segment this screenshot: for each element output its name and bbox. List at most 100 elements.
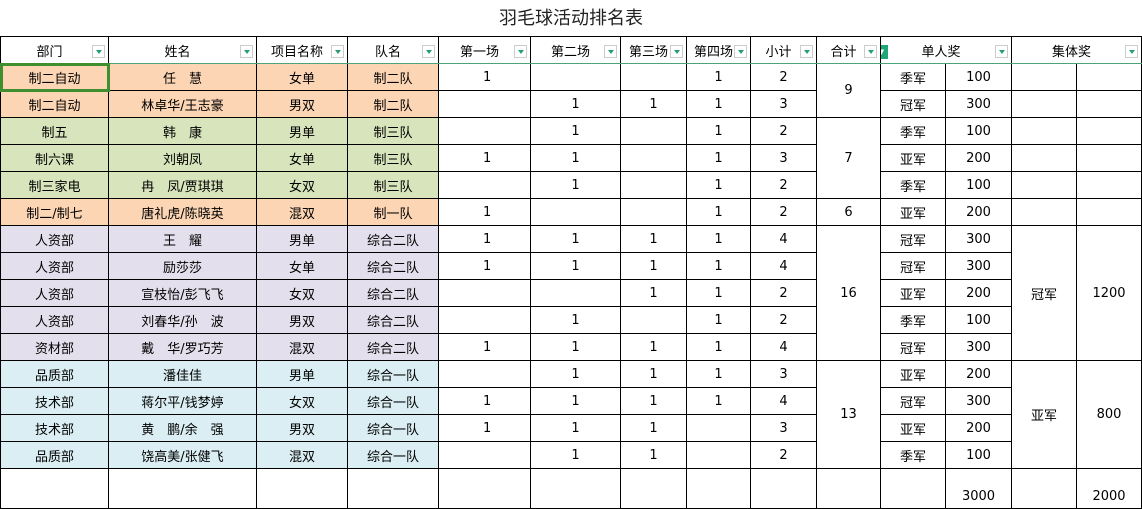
game1-cell[interactable]: 1 <box>438 225 531 253</box>
individual-award-cell[interactable]: 季军 <box>880 117 946 145</box>
group-award-cell[interactable] <box>1011 171 1078 199</box>
event-cell[interactable]: 女双 <box>256 387 348 415</box>
group-prize-cell[interactable]: 1200 <box>1076 225 1142 361</box>
filter-dropdown-icon[interactable] <box>604 45 617 58</box>
game4-cell[interactable]: 1 <box>686 279 751 307</box>
game1-cell[interactable] <box>438 306 531 334</box>
empty-cell[interactable] <box>816 468 881 509</box>
event-cell[interactable]: 男双 <box>256 90 348 118</box>
dept-cell[interactable]: 品质部 <box>0 360 109 388</box>
subtotal-cell[interactable]: 2 <box>750 441 817 469</box>
game3-cell[interactable]: 1 <box>620 90 687 118</box>
filter-dropdown-icon[interactable] <box>670 45 683 58</box>
game2-cell[interactable]: 1 <box>530 333 621 361</box>
subtotal-cell[interactable]: 3 <box>750 90 817 118</box>
name-cell[interactable]: 饶高美/张健飞 <box>108 441 257 469</box>
name-cell[interactable]: 林卓华/王志豪 <box>108 90 257 118</box>
game4-cell[interactable]: 1 <box>686 360 751 388</box>
individual-prize-cell[interactable]: 100 <box>944 441 1013 469</box>
filter-dropdown-icon[interactable] <box>1125 45 1139 58</box>
group-award-cell[interactable] <box>1011 144 1078 172</box>
game3-cell[interactable] <box>620 306 687 334</box>
game2-cell[interactable]: 1 <box>530 306 621 334</box>
dept-cell[interactable]: 制二自动 <box>0 62 110 92</box>
group-prize-cell[interactable] <box>1076 63 1142 91</box>
group-award-cell[interactable] <box>1011 63 1078 91</box>
individual-prize-cell[interactable]: 300 <box>944 225 1013 253</box>
dept-cell[interactable]: 制六课 <box>0 144 109 172</box>
game4-cell[interactable]: 1 <box>686 198 751 226</box>
empty-cell[interactable] <box>686 468 751 509</box>
game1-cell[interactable] <box>438 360 531 388</box>
individual-prize-cell[interactable]: 300 <box>944 252 1013 280</box>
dept-cell[interactable]: 人资部 <box>0 225 109 253</box>
individual-prize-cell[interactable]: 300 <box>944 387 1013 415</box>
game2-cell[interactable] <box>530 279 621 307</box>
subtotal-cell[interactable]: 4 <box>750 252 817 280</box>
team-cell[interactable]: 制二队 <box>347 63 439 91</box>
individual-prize-cell[interactable]: 200 <box>944 360 1013 388</box>
game3-cell[interactable]: 1 <box>620 360 687 388</box>
individual-award-cell[interactable]: 亚军 <box>880 414 946 442</box>
group-award-cell[interactable]: 冠军 <box>1011 225 1078 361</box>
individual-award-cell[interactable]: 季军 <box>880 306 946 334</box>
game4-cell[interactable]: 1 <box>686 171 751 199</box>
individual-award-cell[interactable]: 冠军 <box>880 333 946 361</box>
game4-cell[interactable]: 1 <box>686 252 751 280</box>
name-cell[interactable]: 戴 华/罗巧芳 <box>108 333 257 361</box>
name-cell[interactable]: 任 慧 <box>108 63 257 91</box>
group-prize-cell[interactable]: 800 <box>1076 360 1142 469</box>
dept-cell[interactable]: 品质部 <box>0 441 109 469</box>
game1-cell[interactable]: 1 <box>438 144 531 172</box>
name-cell[interactable]: 刘朝凤 <box>108 144 257 172</box>
game1-cell[interactable] <box>438 90 531 118</box>
subtotal-cell[interactable]: 2 <box>750 306 817 334</box>
individual-prize-cell[interactable]: 200 <box>944 414 1013 442</box>
individual-award-cell[interactable]: 亚军 <box>880 279 946 307</box>
group-prize-cell[interactable] <box>1076 144 1142 172</box>
individual-prize-cell[interactable]: 300 <box>944 333 1013 361</box>
subtotal-cell[interactable]: 4 <box>750 333 817 361</box>
game2-cell[interactable]: 1 <box>530 225 621 253</box>
individual-award-cell[interactable]: 冠军 <box>880 387 946 415</box>
dept-cell[interactable]: 人资部 <box>0 279 109 307</box>
group-prize-cell[interactable] <box>1076 171 1142 199</box>
team-cell[interactable]: 综合一队 <box>347 414 439 442</box>
group-prize-total-cell[interactable]: 2000 <box>1076 468 1142 509</box>
game1-cell[interactable]: 1 <box>438 63 531 91</box>
game1-cell[interactable]: 1 <box>438 414 531 442</box>
event-cell[interactable]: 女单 <box>256 144 348 172</box>
subtotal-cell[interactable]: 4 <box>750 225 817 253</box>
empty-cell[interactable] <box>880 468 946 509</box>
individual-award-cell[interactable]: 冠军 <box>880 225 946 253</box>
empty-cell[interactable] <box>0 468 109 509</box>
individual-prize-cell[interactable]: 100 <box>944 117 1013 145</box>
individual-award-cell[interactable]: 季军 <box>880 171 946 199</box>
empty-cell[interactable] <box>530 468 621 509</box>
team-cell[interactable]: 综合二队 <box>347 279 439 307</box>
game2-cell[interactable] <box>530 198 621 226</box>
name-cell[interactable]: 刘春华/孙 波 <box>108 306 257 334</box>
group-prize-cell[interactable] <box>1076 198 1142 226</box>
individual-award-cell[interactable]: 季军 <box>880 441 946 469</box>
individual-prize-cell[interactable]: 100 <box>944 63 1013 91</box>
event-cell[interactable]: 男单 <box>256 117 348 145</box>
event-cell[interactable]: 男双 <box>256 414 348 442</box>
dept-cell[interactable]: 资材部 <box>0 333 109 361</box>
filter-dropdown-icon[interactable] <box>92 45 105 58</box>
game3-cell[interactable]: 1 <box>620 333 687 361</box>
game3-cell[interactable]: 1 <box>620 225 687 253</box>
game3-cell[interactable] <box>620 171 687 199</box>
game1-cell[interactable]: 1 <box>438 252 531 280</box>
game3-cell[interactable] <box>620 144 687 172</box>
team-cell[interactable]: 综合二队 <box>347 306 439 334</box>
game4-cell[interactable]: 1 <box>686 90 751 118</box>
game4-cell[interactable]: 1 <box>686 225 751 253</box>
group-prize-cell[interactable] <box>1076 117 1142 145</box>
dept-cell[interactable]: 技术部 <box>0 387 109 415</box>
empty-cell[interactable] <box>1011 468 1078 509</box>
filter-dropdown-icon[interactable] <box>514 45 527 58</box>
group-award-cell[interactable]: 亚军 <box>1011 360 1078 469</box>
game3-cell[interactable]: 1 <box>620 441 687 469</box>
empty-cell[interactable] <box>108 468 257 509</box>
